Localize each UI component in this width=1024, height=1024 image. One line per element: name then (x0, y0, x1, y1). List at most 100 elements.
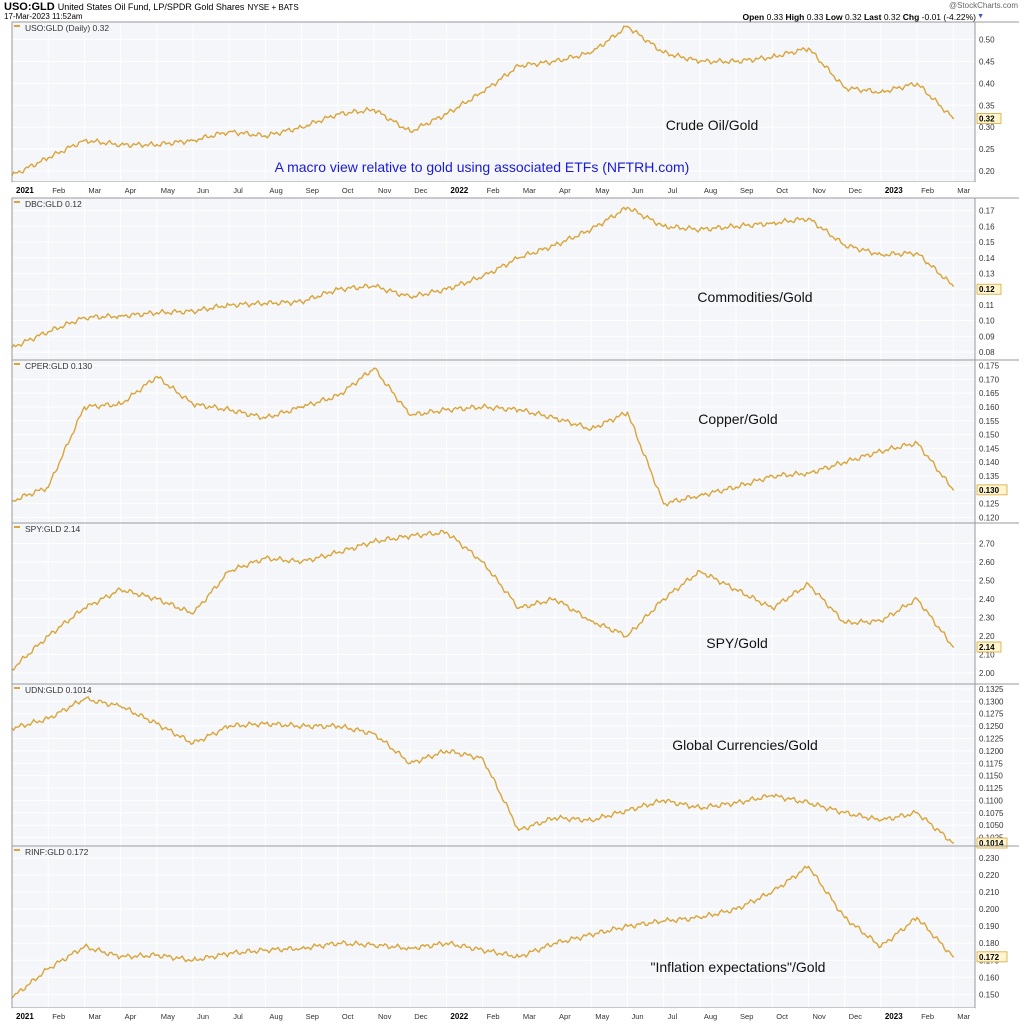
data-point (735, 486, 737, 488)
data-point (952, 956, 955, 958)
last-value-label: 0.172 (979, 953, 1000, 962)
data-point (156, 312, 158, 314)
y-tick-label: 0.30 (979, 123, 995, 132)
x-tick-label: Aug (704, 1012, 717, 1021)
x-tick-label: Feb (52, 186, 65, 195)
y-tick-label: 0.1250 (979, 722, 1004, 731)
x-tick-label: Oct (342, 1012, 355, 1021)
data-point (409, 535, 412, 537)
exchange: NYSE + BATS (247, 3, 299, 12)
data-point (771, 222, 774, 224)
y-tick-label: 0.150 (979, 431, 1000, 440)
data-point (445, 408, 448, 411)
data-point (590, 428, 593, 430)
x-tick-label: Jul (668, 186, 678, 195)
data-point (626, 635, 629, 637)
y-tick-label: 0.1275 (979, 710, 1004, 719)
data-point (735, 588, 737, 591)
y-tick-label: 0.1100 (979, 796, 1003, 805)
x-tick-label: Jul (233, 1012, 243, 1021)
x-tick-label: Aug (269, 1012, 282, 1021)
data-point (952, 489, 955, 491)
y-tick-label: 2.00 (979, 669, 995, 678)
data-point (47, 635, 50, 637)
data-point (699, 916, 701, 919)
data-point (192, 612, 194, 615)
data-point (771, 794, 774, 797)
y-tick-label: 0.25 (979, 145, 995, 154)
data-point (662, 51, 665, 54)
panel-background (12, 198, 975, 360)
data-point (300, 301, 303, 303)
data-point (699, 807, 701, 809)
legend-swatch (14, 25, 20, 27)
data-point (300, 406, 303, 408)
data-point (119, 956, 122, 958)
x-tick-label: Jun (631, 1012, 643, 1021)
data-point (409, 414, 412, 417)
data-point (373, 367, 375, 370)
data-point (807, 865, 810, 868)
data-point (337, 725, 339, 727)
x-tick-label: 2023 (885, 1012, 903, 1021)
x-tick-label: Apr (125, 186, 137, 195)
panel-title: RINF:GLD 0.172 (25, 847, 89, 857)
open-label: Open (742, 12, 765, 22)
last-value-label: 0.12 (979, 285, 995, 294)
data-point (119, 705, 122, 708)
y-tick-label: 0.15 (979, 238, 995, 247)
data-point (699, 494, 701, 497)
legend-swatch (14, 849, 20, 851)
last-value-tag (976, 283, 1002, 295)
data-point (843, 86, 846, 89)
y-tick-label: 0.145 (979, 444, 1000, 453)
symbol-name: United States Oil Fund, LP/SPDR Gold Sha… (57, 2, 245, 12)
x-tick-label: Jul (233, 186, 243, 195)
data-point (83, 406, 86, 408)
data-point (481, 275, 484, 278)
data-point (445, 750, 448, 752)
data-point (337, 395, 339, 397)
panel-background (12, 22, 975, 182)
x-tick-label: Dec (849, 1012, 863, 1021)
y-tick-label: 0.35 (979, 101, 995, 110)
x-tick-label: Sep (740, 1012, 753, 1021)
data-point (47, 717, 50, 720)
data-point (699, 228, 701, 231)
x-tick-label: Oct (776, 1012, 789, 1021)
data-point (47, 157, 50, 159)
data-point (554, 942, 556, 944)
series-annotation: Copper/Gold (698, 411, 777, 427)
x-tick-label: Jul (668, 1012, 678, 1021)
y-tick-label: 0.16 (979, 222, 995, 231)
x-tick-label: 2021 (16, 186, 34, 195)
data-point (662, 225, 665, 228)
data-point (807, 47, 810, 50)
data-point (192, 742, 194, 745)
y-tick-label: 0.1200 (979, 747, 1004, 756)
data-point (337, 113, 339, 115)
chart-note: A macro view relative to gold using asso… (275, 159, 690, 175)
data-point (735, 225, 737, 228)
y-tick-label: 0.50 (979, 36, 995, 45)
x-tick-label: Aug (269, 186, 282, 195)
x-tick-label: Jun (197, 1012, 209, 1021)
data-point (228, 570, 231, 572)
chevron-down-icon[interactable]: ▼ (977, 13, 984, 20)
y-tick-label: 0.1125 (979, 784, 1003, 793)
series-annotation: Crude Oil/Gold (666, 117, 759, 133)
y-tick-label: 0.10 (979, 317, 995, 326)
data-point (228, 725, 231, 727)
data-point (626, 25, 629, 28)
data-point (662, 920, 665, 922)
high-label: High (785, 12, 805, 22)
data-point (771, 56, 774, 58)
y-tick-label: 0.40 (979, 79, 995, 88)
data-point (699, 570, 701, 572)
x-tick-label: Oct (342, 186, 355, 195)
x-tick-label: May (161, 1012, 175, 1021)
x-tick-label: Nov (378, 1012, 392, 1021)
data-point (47, 967, 50, 970)
data-point (880, 253, 882, 256)
